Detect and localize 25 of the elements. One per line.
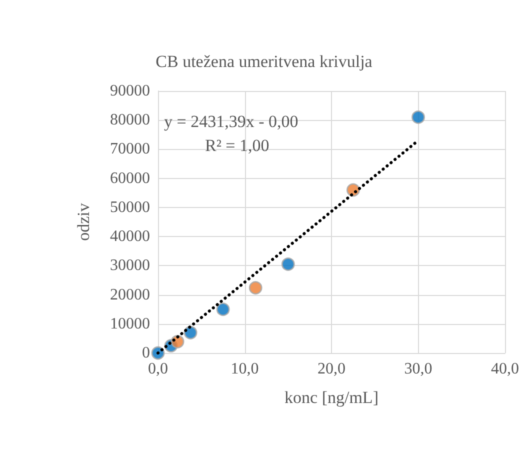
- y-tick-label: 30000: [110, 257, 150, 274]
- x-tick-label: 40,0: [491, 360, 519, 378]
- x-axis-title: konc [ng/mL]: [284, 388, 378, 407]
- annotation: R² = 1,00: [205, 136, 270, 155]
- y-tick-label: 0: [142, 344, 150, 362]
- y-tick-label: 70000: [110, 140, 150, 158]
- point: [412, 110, 425, 124]
- y-tick-label: 60000: [110, 170, 150, 187]
- y-tick-label: 40000: [110, 228, 150, 246]
- x-tick-label: 30,0: [404, 360, 432, 378]
- x-tick-label: 20,0: [318, 360, 346, 378]
- y-tick-label: 50000: [110, 198, 150, 216]
- y-tick-label: 10000: [110, 315, 150, 332]
- y-tick-label: 90000: [110, 82, 150, 100]
- point: [216, 302, 230, 316]
- point: [184, 326, 198, 340]
- point: [248, 281, 262, 295]
- point: [281, 257, 295, 271]
- x-tick-label: 10,0: [230, 360, 259, 378]
- annotation: y = 2431,39x - 0,00: [164, 112, 298, 131]
- x-tick-label: 0,0: [148, 360, 168, 378]
- chart-title: CB utežena umeritvena krivulja: [156, 52, 373, 71]
- y-tick-label: 20000: [110, 286, 150, 304]
- y-tick-label: 80000: [110, 112, 150, 129]
- y-axis-title: odziv: [74, 202, 93, 241]
